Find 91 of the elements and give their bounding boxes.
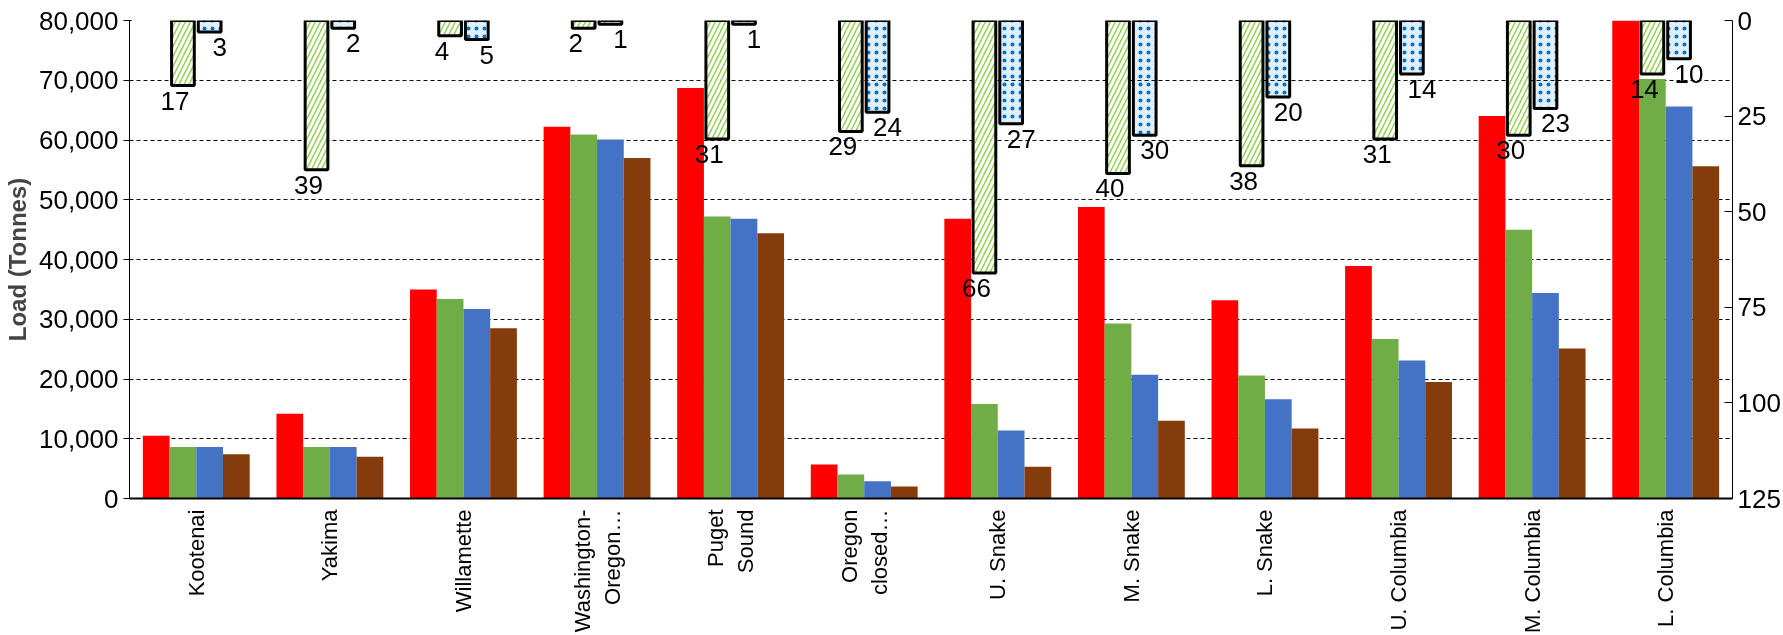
bar (223, 454, 250, 499)
x-tick-label: U. Columbia (1386, 508, 1412, 631)
data-label: 39 (294, 169, 323, 200)
bar (1692, 166, 1720, 499)
y-tick-label: 20,000 (38, 364, 119, 394)
bar (1158, 420, 1185, 499)
x-tick-label: Oregon closed… (836, 509, 892, 596)
y2-tick-label: 50 (1737, 196, 1767, 227)
bar (276, 413, 304, 499)
bar (1532, 292, 1559, 499)
data-label: 1 (746, 24, 762, 55)
bar (623, 157, 651, 499)
data-label: 29 (828, 131, 858, 162)
data-label: 5 (479, 39, 495, 70)
y2-tick-label: 0 (1737, 5, 1752, 36)
data-label: 2 (346, 28, 361, 59)
y-tick-label: 80,000 (38, 5, 119, 36)
data-label: 31 (1362, 139, 1392, 170)
bar (837, 474, 865, 499)
x-tick-label: Washington- Oregon… (569, 509, 625, 633)
bar (436, 298, 464, 499)
data-label: 30 (1140, 135, 1170, 166)
y-tick-label: 10,000 (38, 423, 119, 454)
y-tick-label: 40,000 (38, 244, 119, 275)
bar (1264, 399, 1292, 499)
bar (410, 289, 437, 499)
bar (971, 404, 998, 499)
y-tick-label: 70,000 (38, 65, 119, 96)
bar (196, 447, 224, 499)
bar (1211, 300, 1239, 499)
x-tick-label: Puget Sound (703, 509, 759, 574)
data-label: 24 (873, 112, 903, 143)
x-tick-label: Yakima (317, 508, 343, 582)
bar (1131, 374, 1159, 499)
y-tick-label: 60,000 (38, 125, 119, 155)
bar (1371, 338, 1399, 499)
bar (1291, 428, 1319, 499)
y-tick-label: 50,000 (38, 184, 119, 215)
bar (1238, 375, 1265, 499)
x-tick-label: L. Snake (1252, 509, 1278, 597)
x-tick-label: U. Snake (985, 509, 1011, 600)
data-label: 38 (1229, 165, 1259, 196)
y2-tick-label: 75 (1737, 292, 1767, 323)
bar (997, 430, 1025, 499)
bar (810, 464, 838, 499)
y2-tick-label: 25 (1737, 101, 1767, 132)
bar (1558, 348, 1586, 499)
bar (890, 486, 918, 499)
data-label: 1 (613, 24, 628, 55)
bar (543, 126, 571, 499)
bar (303, 447, 330, 499)
bar (356, 456, 384, 499)
bar (1345, 266, 1372, 499)
bar (1505, 229, 1533, 499)
data-label: 17 (160, 85, 190, 116)
bar (1665, 106, 1693, 499)
bar (463, 309, 491, 499)
bar (703, 216, 731, 499)
bar (1104, 323, 1132, 499)
data-label: 2 (568, 28, 583, 59)
bar (1425, 381, 1452, 499)
x-tick-label: M. Columbia (1519, 508, 1545, 633)
data-label: 10 (1674, 58, 1704, 89)
bar (1077, 206, 1105, 499)
bar (757, 233, 785, 499)
x-tick-label: M. Snake (1118, 509, 1144, 603)
bar (142, 435, 170, 499)
y-axis-title: Load (Tonnes) (3, 177, 31, 342)
bar (1024, 466, 1052, 499)
data-label: 3 (212, 31, 227, 62)
bar (490, 328, 517, 499)
y2-tick-label: 125 (1737, 483, 1781, 514)
y-tick-label: 30,000 (38, 304, 119, 335)
bar (864, 481, 891, 499)
data-label: 27 (1006, 123, 1036, 154)
bar (169, 447, 197, 499)
bar (1398, 360, 1426, 499)
data-label: 14 (1407, 74, 1437, 105)
x-tick-label: L. Columbia (1653, 508, 1679, 627)
data-label: 4 (434, 35, 450, 66)
bar (570, 134, 598, 499)
bar (329, 447, 357, 499)
bar (597, 139, 624, 499)
x-tick-label: Kootenai (183, 509, 209, 597)
data-label: 20 (1273, 96, 1303, 127)
data-label: 40 (1095, 173, 1125, 204)
bar (730, 218, 758, 499)
y-tick-label: 0 (104, 483, 119, 514)
data-label: 23 (1541, 108, 1570, 139)
y2-tick-label: 100 (1737, 387, 1781, 418)
x-tick-label: Willamette (450, 509, 476, 613)
